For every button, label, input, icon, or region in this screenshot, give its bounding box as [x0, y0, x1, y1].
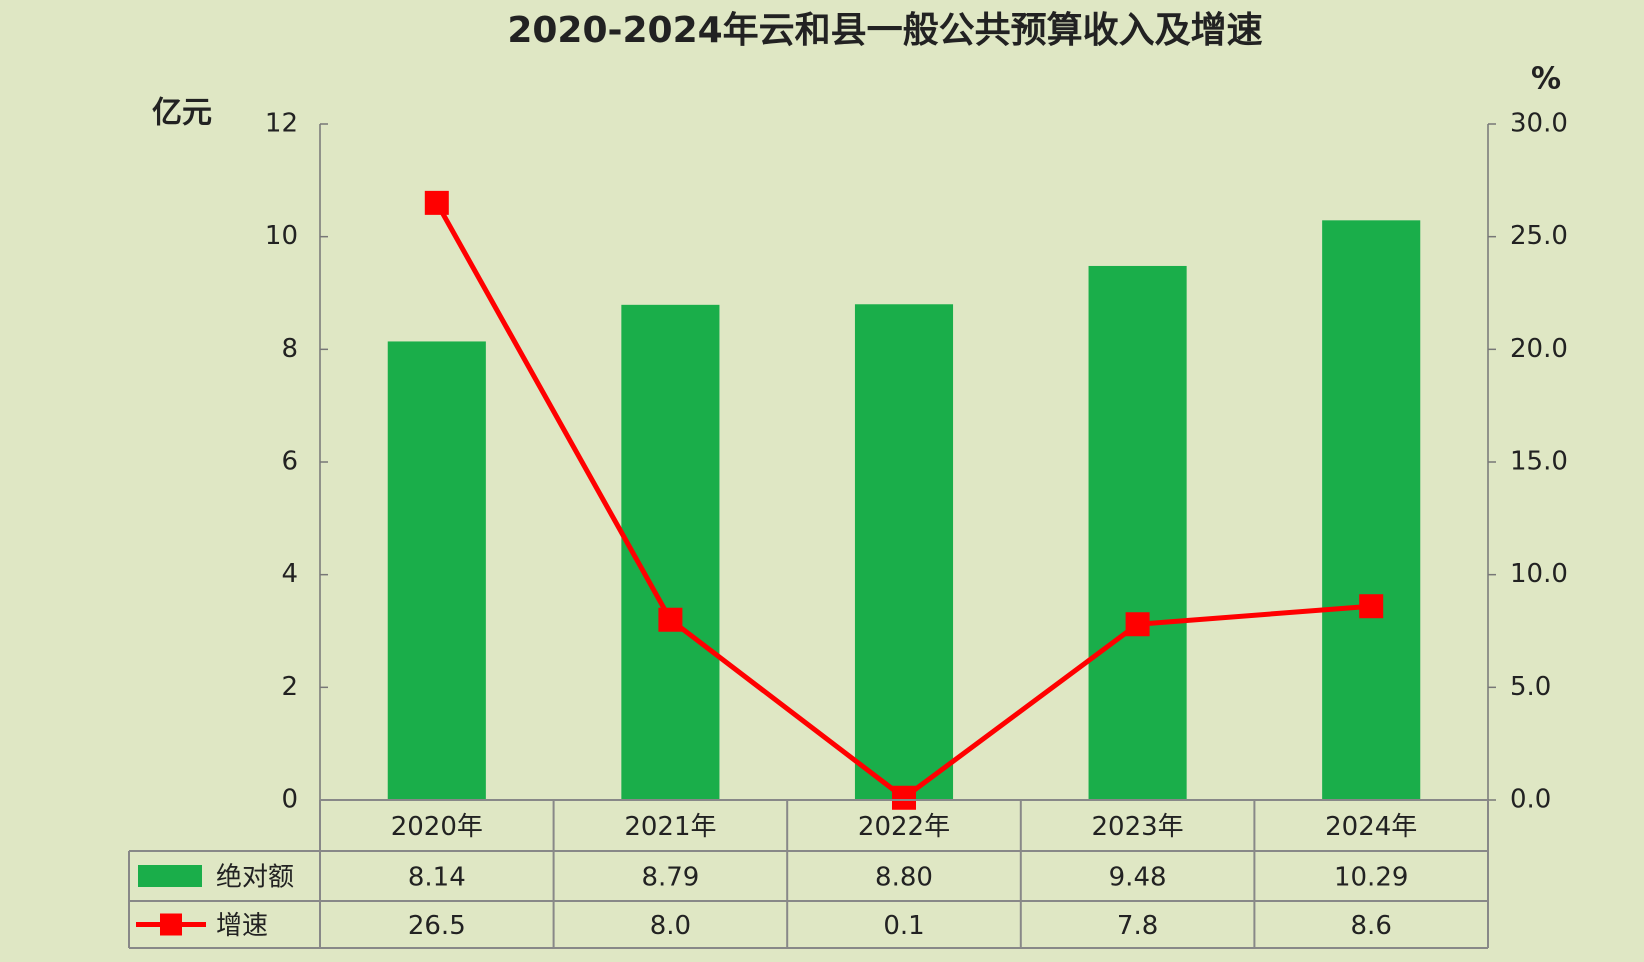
y2-tick-label: 5.0	[1510, 672, 1551, 702]
line-marker	[424, 190, 449, 215]
table-value: 8.6	[1351, 911, 1392, 941]
x-tick-label: 2021年	[624, 812, 716, 842]
table-value: 8.79	[641, 863, 699, 893]
y-tick-label: 10	[265, 221, 298, 251]
chart-title: 2020-2024年云和县一般公共预算收入及增速	[507, 10, 1262, 51]
y2-axis-label: %	[1531, 62, 1561, 97]
y2-tick-label: 25.0	[1510, 221, 1568, 251]
table-value: 8.14	[408, 863, 466, 893]
y2-tick-label: 10.0	[1510, 559, 1568, 589]
line-marker	[1125, 612, 1150, 637]
line-marker	[892, 785, 916, 810]
y-axis-label: 亿元	[152, 96, 212, 131]
x-tick-label: 2020年	[391, 812, 483, 842]
y2-tick-label: 30.0	[1510, 109, 1568, 139]
y-tick-label: 0	[281, 785, 298, 815]
x-tick-label: 2022年	[858, 812, 950, 842]
bar	[854, 304, 954, 800]
bar	[1088, 265, 1187, 801]
legend-swatch	[160, 913, 182, 936]
y2-tick-label: 15.0	[1510, 447, 1568, 477]
table-value: 8.0	[650, 911, 691, 941]
table-value: 10.29	[1334, 863, 1408, 893]
line-marker	[658, 607, 683, 632]
legend-label: 绝对额	[216, 863, 294, 893]
table-value: 0.1	[883, 911, 924, 941]
bar	[1322, 220, 1421, 800]
y-tick-label: 12	[265, 109, 298, 139]
table-value: 26.5	[408, 911, 466, 941]
y-tick-label: 8	[281, 334, 298, 364]
legend-swatch	[138, 865, 202, 887]
y-tick-label: 2	[281, 672, 298, 702]
table-value: 9.48	[1109, 863, 1167, 893]
bar	[387, 341, 486, 800]
x-tick-label: 2023年	[1092, 812, 1184, 842]
x-tick-label: 2024年	[1325, 812, 1417, 842]
y-tick-label: 6	[281, 447, 298, 477]
y-tick-label: 4	[281, 559, 298, 589]
legend-label: 增速	[216, 911, 268, 941]
line-marker	[1359, 594, 1384, 619]
y2-tick-label: 20.0	[1510, 334, 1568, 364]
table-value: 7.8	[1117, 911, 1158, 941]
y2-tick-label: 0.0	[1510, 785, 1551, 815]
table-value: 8.80	[875, 863, 933, 893]
bar	[621, 304, 720, 800]
